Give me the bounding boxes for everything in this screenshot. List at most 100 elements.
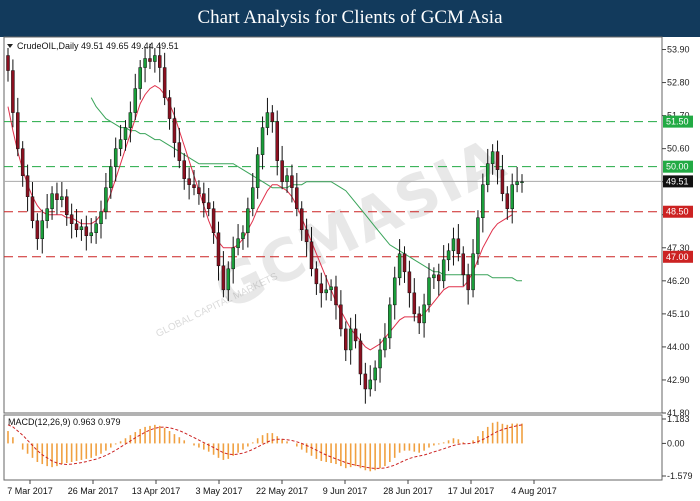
dropdown-triangle-icon [7,44,13,48]
candle-body [74,223,79,231]
candle-body [6,55,10,71]
candle-body [211,208,216,234]
candle-body [148,58,152,62]
header-title: Chart Analysis for Clients of GCM Asia [197,7,503,28]
x-tick-label: 17 Jul 2017 [448,486,495,496]
candle-body [16,112,20,149]
macd-y-tick-label: -1.579 [667,471,693,481]
x-tick-label: 28 Jun 2017 [383,486,433,496]
y-tick-label: 46.20 [667,276,690,286]
candle-body [397,253,402,279]
sma-slow-line [90,97,522,282]
candle-body [485,163,490,185]
candle-body [206,202,211,209]
current-price-bg [663,175,693,188]
candle-body [113,148,118,167]
y-tick-label: 47.30 [667,243,690,253]
candle-body [456,238,461,255]
candle-body [162,67,167,98]
candle-body [275,121,279,161]
candle-body [520,181,524,183]
candle-body [226,268,231,291]
candle-body [446,250,451,261]
candle-body [109,166,113,188]
candle-body [69,214,74,224]
candle-body [490,151,495,164]
candle-body [280,160,284,182]
candle-body [55,193,59,200]
candle-body [392,277,397,306]
level-label-bg [663,205,693,218]
candle-body [236,238,240,249]
candle-body [388,304,392,339]
candle-body [348,328,353,351]
y-tick-label: 42.90 [667,375,690,385]
candle-body [251,187,255,209]
candle-body [285,175,289,182]
candle-body [304,229,309,243]
y-tick-label: 52.80 [667,78,690,88]
candle-body [432,274,436,279]
candle-body [441,259,446,282]
candle-body [324,289,328,294]
candle-body [197,187,201,194]
sma-fast-line [7,85,513,351]
candle-body [505,193,510,209]
candle-body [461,253,466,276]
candle-body [383,337,387,351]
candle-body [422,304,426,324]
candle-body [231,247,235,270]
candle-body [167,97,172,119]
candle-body [246,208,250,234]
candle-body [187,178,191,185]
y-tick-label: 51.70 [667,111,690,121]
candle-body [412,292,417,315]
y-tick-label: 50.60 [667,144,690,154]
main-panel-border [3,36,663,414]
level-label: 50.00 [666,162,689,172]
candle-body [339,304,343,330]
level-label: 48.50 [666,207,689,217]
candle-body [94,223,98,234]
candle-body [64,196,69,215]
symbol-ohlc-label: CrudeOIL,Daily 49.51 49.65 49.44 49.51 [17,41,179,51]
x-tick-label: 3 May 2017 [195,486,242,496]
level-label-bg [663,160,693,173]
candle-body [35,220,40,240]
candle-body [99,211,103,224]
candle-body [202,193,206,203]
x-tick-label: 9 Jun 2017 [323,486,368,496]
candle-body [402,253,407,273]
candle-body [466,274,470,291]
y-tick-label: 44.00 [667,342,690,352]
candle-body [30,196,35,221]
macd-panel-border [3,414,663,481]
candle-body [104,187,108,212]
candle-body [143,58,147,68]
candle-body [133,88,138,113]
candle-body [158,55,162,68]
x-tick-label: 13 Apr 2017 [132,486,181,496]
candle-body [40,220,45,240]
candle-body [241,232,245,240]
candle-body [353,328,358,342]
y-tick-label: 41.80 [667,408,690,418]
candle-body [334,286,338,306]
candle-body [50,193,54,209]
macd-y-tick-label: 1.183 [667,414,690,424]
candle-body [45,208,49,221]
candle-body [295,187,299,209]
y-tick-label: 53.90 [667,45,690,55]
candle-body [118,139,123,149]
level-label-bg [663,250,693,263]
price-chart[interactable]: 53.9052.8051.7050.6049.5048.4047.3046.20… [0,36,700,500]
candle-body [84,226,89,237]
candle-body [515,181,519,185]
candle-body [344,328,348,351]
candle-body [451,238,456,252]
candle-body [427,277,431,306]
candle-body [216,232,221,267]
candle-body [89,232,93,237]
candle-body [299,208,304,231]
level-label-bg [663,115,693,128]
